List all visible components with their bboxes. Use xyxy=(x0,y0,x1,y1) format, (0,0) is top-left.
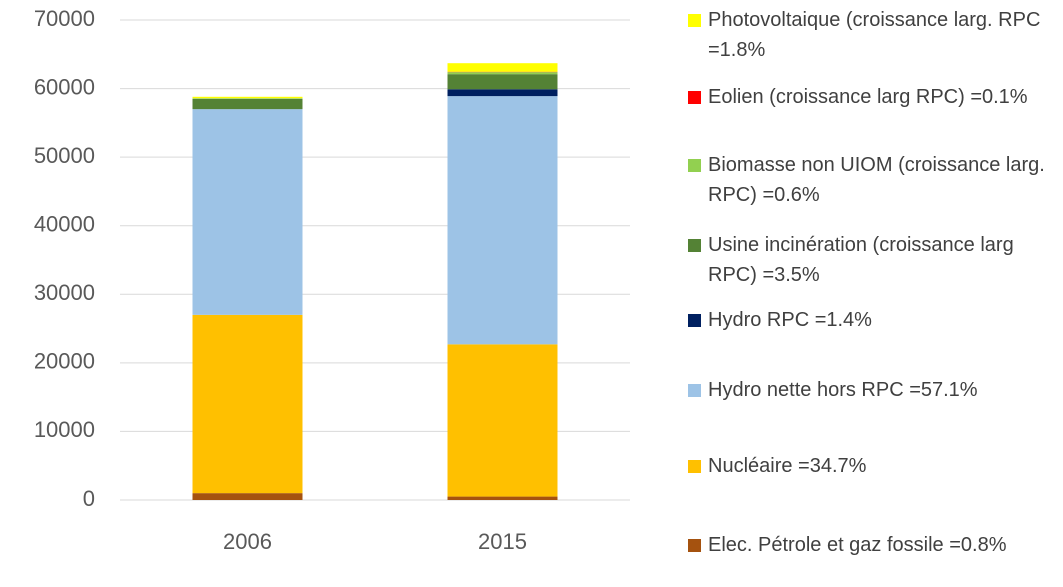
legend-label: Hydro RPC =1.4% xyxy=(708,309,872,331)
legend-swatch xyxy=(688,239,701,252)
legend-swatch xyxy=(688,159,701,172)
y-tick-label: 70000 xyxy=(34,6,95,31)
y-tick-label: 20000 xyxy=(34,349,95,374)
x-tick-label: 2015 xyxy=(478,529,527,554)
legend-swatch xyxy=(688,14,701,27)
legend-label: Nucléaire =34.7% xyxy=(708,455,867,477)
y-tick-label: 30000 xyxy=(34,280,95,305)
bar-segment xyxy=(192,314,303,494)
bar-segment xyxy=(447,89,558,97)
legend-item: Eolien (croissance larg RPC) =0.1% xyxy=(688,82,1058,112)
legend-item: Hydro nette hors RPC =57.1% xyxy=(688,375,1058,405)
bar-segment xyxy=(447,72,558,75)
legend-label: Photovoltaique (croissance larg. RPC =1.… xyxy=(708,9,1041,61)
legend-item: Usine incinération (croissance larg RPC)… xyxy=(688,230,1058,290)
legend-item: Elec. Pétrole et gaz fossile =0.8% xyxy=(688,530,1058,560)
plot: 0 10000 20000 30000 40000 50000 60000 70000 2006… xyxy=(34,6,630,554)
y-tick-label: 50000 xyxy=(34,143,95,168)
legend-label: Usine incinération (croissance larg RPC)… xyxy=(708,234,1014,286)
bar-segment xyxy=(447,496,558,500)
bar-segment xyxy=(192,109,303,315)
legend-label: Elec. Pétrole et gaz fossile =0.8% xyxy=(708,534,1007,556)
bar-segment xyxy=(447,74,558,90)
bar-segment xyxy=(447,63,558,72)
legend-label: Eolien (croissance larg RPC) =0.1% xyxy=(708,86,1028,108)
legend-label: Biomasse non UIOM (croissance larg. RPC)… xyxy=(708,154,1045,206)
bar-segment xyxy=(192,493,303,500)
legend-swatch xyxy=(688,384,701,397)
legend-item: Biomasse non UIOM (croissance larg. RPC)… xyxy=(688,150,1058,210)
bar-segment xyxy=(447,96,558,345)
bar-segment xyxy=(192,98,303,110)
legend-label: Hydro nette hors RPC =57.1% xyxy=(708,379,978,401)
legend-item: Nucléaire =34.7% xyxy=(688,451,1058,481)
y-tick-label: 0 xyxy=(83,486,95,511)
bar-segment xyxy=(192,98,303,99)
x-tick-label: 2006 xyxy=(223,529,272,554)
legend-item: Photovoltaique (croissance larg. RPC =1.… xyxy=(688,5,1058,65)
legend-swatch xyxy=(688,314,701,327)
y-tick-label: 60000 xyxy=(34,74,95,99)
legend-swatch xyxy=(688,460,701,473)
legend-item: Hydro RPC =1.4% xyxy=(688,305,1058,335)
y-tick-label: 10000 xyxy=(34,417,95,442)
legend-swatch xyxy=(688,539,701,552)
bar-segment xyxy=(447,344,558,497)
y-tick-label: 40000 xyxy=(34,212,95,237)
legend-swatch xyxy=(688,91,701,104)
bar-segment xyxy=(192,96,303,99)
